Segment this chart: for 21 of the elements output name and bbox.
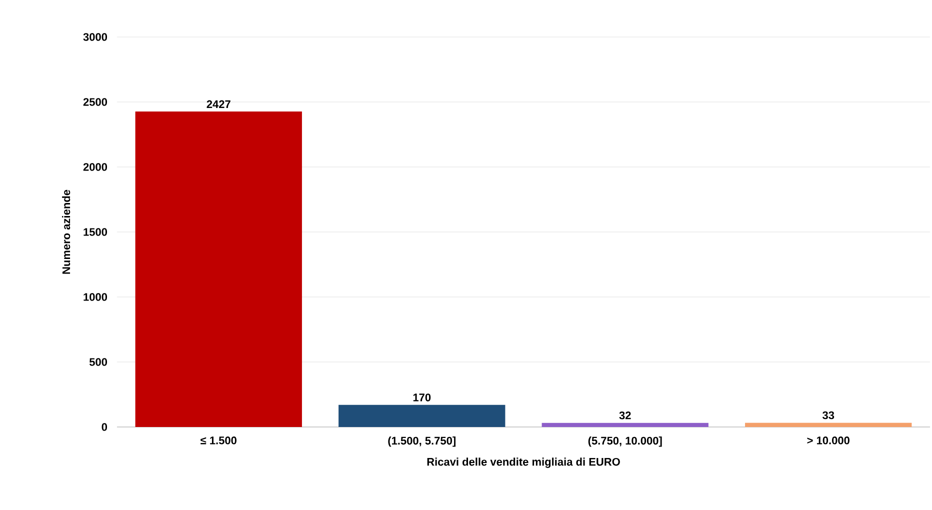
x-axis-title: Ricavi delle vendite migliaia di EURO (427, 458, 620, 468)
y-tick-label: 2500 (83, 98, 108, 106)
data-label: 170 (413, 394, 431, 402)
y-tick-label: 3000 (83, 33, 108, 41)
y-tick-label: 500 (89, 358, 108, 366)
y-tick-label: 1500 (84, 228, 108, 236)
bar (135, 111, 302, 427)
y-axis-title: Numero aziende (62, 190, 70, 274)
bar (745, 422, 912, 427)
y-tick-label: 0 (102, 423, 108, 431)
x-tick-label: > 10.000 (807, 436, 850, 444)
data-label: 32 (619, 412, 631, 420)
data-label: 2427 (206, 100, 230, 108)
x-tick-label: (5.750, 10.000] (588, 436, 662, 447)
data-label: 33 (822, 411, 834, 420)
bar (338, 404, 506, 427)
x-tick-label: (1.500, 5.750] (388, 436, 456, 447)
y-tick-label: 1000 (84, 293, 108, 301)
x-tick-label: ≤ 1.500 (200, 436, 236, 444)
bar (542, 422, 708, 427)
y-tick-label: 2000 (83, 163, 108, 171)
